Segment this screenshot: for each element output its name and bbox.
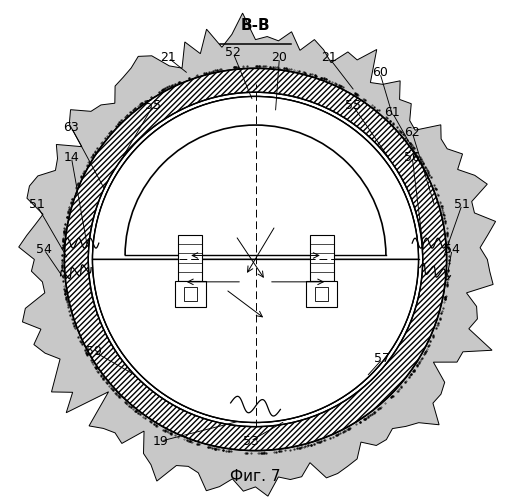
Text: 14: 14 xyxy=(63,151,79,164)
Bar xyxy=(310,235,334,281)
Point xyxy=(288,41,294,47)
Text: 60: 60 xyxy=(372,66,388,79)
Text: 19: 19 xyxy=(153,435,169,448)
Text: 54: 54 xyxy=(444,243,460,256)
Text: 51: 51 xyxy=(29,198,44,211)
Circle shape xyxy=(92,96,419,423)
Text: 63: 63 xyxy=(63,121,79,134)
Circle shape xyxy=(88,92,423,427)
Text: 56: 56 xyxy=(404,151,420,164)
Circle shape xyxy=(63,67,448,452)
Text: 57: 57 xyxy=(375,352,390,365)
Polygon shape xyxy=(125,125,386,255)
Bar xyxy=(178,235,202,281)
Text: 55: 55 xyxy=(344,99,361,112)
Polygon shape xyxy=(92,96,419,259)
Point xyxy=(217,41,223,47)
Text: 52: 52 xyxy=(225,46,241,59)
Bar xyxy=(310,235,334,281)
Bar xyxy=(184,286,197,301)
Polygon shape xyxy=(19,13,496,496)
Text: 54: 54 xyxy=(36,243,52,256)
Text: 55: 55 xyxy=(146,99,161,112)
Text: 51: 51 xyxy=(454,198,470,211)
Bar xyxy=(306,281,337,307)
Bar xyxy=(175,281,206,307)
Bar xyxy=(178,235,202,281)
Text: В-В: В-В xyxy=(241,18,270,33)
Text: 59: 59 xyxy=(86,345,102,358)
Text: 53: 53 xyxy=(243,435,259,448)
Text: 21: 21 xyxy=(321,51,337,64)
Circle shape xyxy=(64,68,447,451)
Polygon shape xyxy=(92,259,419,423)
Text: 62: 62 xyxy=(404,126,420,139)
Text: Фиг. 7: Фиг. 7 xyxy=(230,470,281,485)
Wedge shape xyxy=(64,68,447,451)
Bar xyxy=(315,286,328,301)
Text: 20: 20 xyxy=(271,51,287,64)
Text: 61: 61 xyxy=(384,106,400,119)
Text: 21: 21 xyxy=(160,51,176,64)
